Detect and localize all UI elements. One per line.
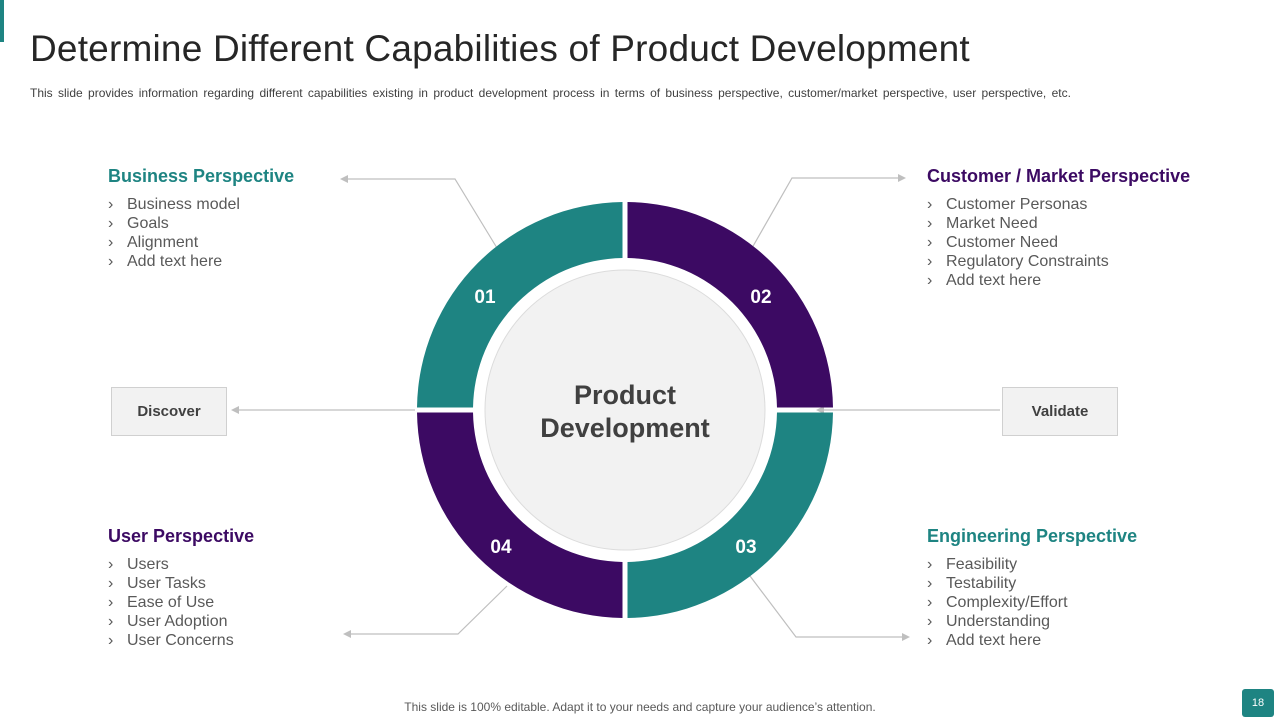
chevron-right-icon: › bbox=[927, 196, 933, 213]
engineering-perspective-section: Engineering Perspective › Feasibility › Te… bbox=[927, 526, 1247, 650]
validate-box: Validate bbox=[1002, 387, 1118, 436]
accent-bar bbox=[0, 0, 4, 42]
business-perspective-list: › Business model › Goals › Alignment › Add t… bbox=[108, 195, 428, 271]
ring-segment-03 bbox=[627, 412, 833, 618]
user-perspective-section: User Perspective › Users › User Tasks › Eas… bbox=[108, 526, 428, 650]
chevron-right-icon: › bbox=[108, 215, 114, 232]
connector-engineering bbox=[749, 575, 910, 641]
chevron-right-icon: › bbox=[927, 594, 933, 611]
ring-segment-02 bbox=[627, 202, 833, 408]
slide-title: Determine Different Capabilities of Prod… bbox=[30, 28, 970, 69]
user-perspective-heading: User Perspective bbox=[108, 526, 255, 546]
customer-market-perspective-section: Customer / Market Perspective › Customer … bbox=[927, 166, 1247, 290]
list-item: › Goals bbox=[108, 215, 169, 232]
engineering-perspective-list: › Feasibility › Testability › Complexity/Ef… bbox=[927, 555, 1247, 650]
chevron-right-icon: › bbox=[108, 253, 114, 270]
list-item: › Customer Personas bbox=[927, 196, 1088, 213]
chevron-right-icon: › bbox=[108, 613, 114, 630]
list-item: › Add text here bbox=[108, 253, 223, 270]
segment-number-04: 04 bbox=[490, 537, 512, 558]
list-item: › Business model bbox=[108, 196, 240, 213]
chevron-right-icon: › bbox=[927, 613, 933, 630]
center-label-line2: Development bbox=[540, 413, 710, 443]
chevron-right-icon: › bbox=[108, 196, 114, 213]
chevron-right-icon: › bbox=[927, 632, 933, 649]
segment-number-03: 03 bbox=[735, 537, 756, 558]
list-item: › Testability bbox=[927, 575, 1017, 592]
segment-number-01: 01 bbox=[474, 287, 496, 308]
chevron-right-icon: › bbox=[108, 556, 114, 573]
list-item: › User Concerns bbox=[108, 632, 234, 649]
chevron-right-icon: › bbox=[927, 215, 933, 232]
center-circle bbox=[484, 269, 766, 551]
list-item: › Understanding bbox=[927, 613, 1051, 630]
list-item: › User Adoption bbox=[108, 613, 228, 630]
discover-box: Discover bbox=[111, 387, 227, 436]
page-number: 18 bbox=[1242, 689, 1274, 717]
chevron-right-icon: › bbox=[927, 556, 933, 573]
customer-market-perspective-list: › Customer Personas › Market Need › Custome… bbox=[927, 195, 1247, 290]
segment-number-02: 02 bbox=[750, 287, 771, 308]
center-label-line1: Product bbox=[574, 380, 676, 410]
engineering-perspective-heading: Engineering Perspective bbox=[927, 526, 1138, 546]
list-item: › User Tasks bbox=[108, 575, 206, 592]
chevron-right-icon: › bbox=[927, 253, 933, 270]
connector-user bbox=[343, 585, 508, 638]
list-item: › Add text here bbox=[927, 272, 1042, 289]
list-item: › Users bbox=[108, 556, 169, 573]
chevron-right-icon: › bbox=[927, 272, 933, 289]
list-item: › Feasibility bbox=[927, 556, 1018, 573]
ring bbox=[417, 202, 833, 618]
slide-subtitle: This slide provides information regardin… bbox=[30, 86, 1071, 100]
ring-segment-04 bbox=[417, 412, 623, 618]
connector-business bbox=[340, 175, 498, 249]
chevron-right-icon: › bbox=[108, 632, 114, 649]
footer-note: This slide is 100% editable. Adapt it to… bbox=[404, 700, 876, 714]
customer-market-perspective-heading: Customer / Market Perspective bbox=[927, 166, 1191, 186]
list-item: › Alignment bbox=[108, 234, 199, 251]
chevron-right-icon: › bbox=[927, 575, 933, 592]
list-item: › Complexity/Effort bbox=[927, 594, 1068, 611]
list-item: › Add text here bbox=[927, 632, 1042, 649]
ring-segment-01 bbox=[417, 202, 623, 408]
list-item: › Market Need bbox=[927, 215, 1038, 232]
connector-customer bbox=[751, 174, 906, 249]
business-perspective-section: Business Perspective › Business model › Go… bbox=[108, 166, 428, 271]
business-perspective-heading: Business Perspective bbox=[108, 166, 295, 186]
chevron-right-icon: › bbox=[108, 594, 114, 611]
chevron-right-icon: › bbox=[108, 234, 114, 251]
chevron-right-icon: › bbox=[108, 575, 114, 592]
list-item: › Regulatory Constraints bbox=[927, 253, 1109, 270]
list-item: › Ease of Use bbox=[108, 594, 215, 611]
user-perspective-list: › Users › User Tasks › Ease of Use › User Ad… bbox=[108, 555, 428, 650]
chevron-right-icon: › bbox=[927, 234, 933, 251]
list-item: › Customer Need bbox=[927, 234, 1059, 251]
